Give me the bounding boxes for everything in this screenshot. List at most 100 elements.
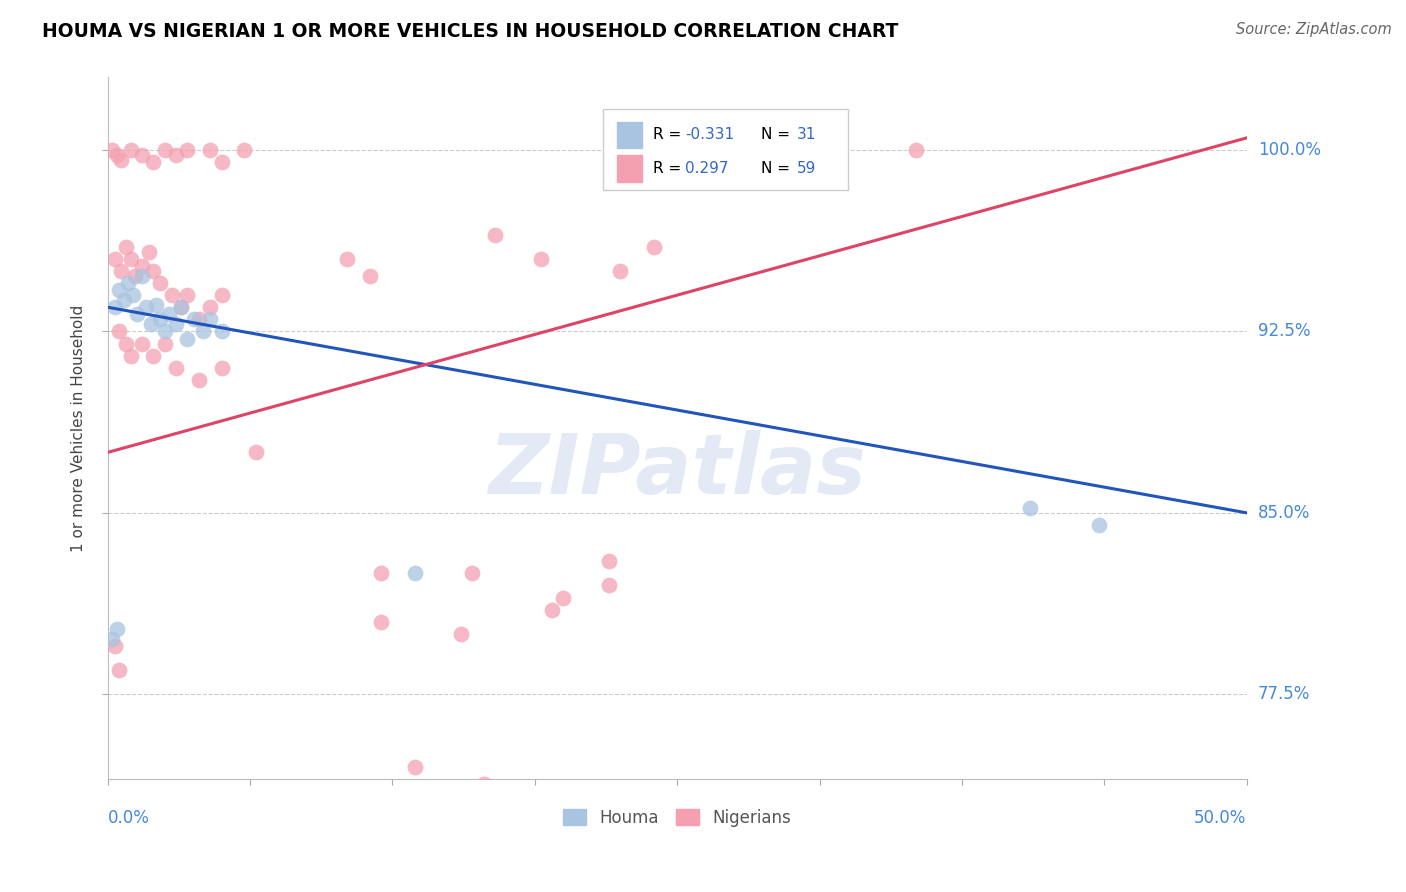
Point	[245, 445, 267, 459]
Point	[165, 317, 187, 331]
Point	[142, 349, 165, 363]
Point	[370, 615, 392, 629]
Point	[160, 288, 183, 302]
Point	[187, 312, 209, 326]
FancyBboxPatch shape	[603, 109, 848, 190]
Point	[404, 566, 426, 581]
Text: 50.0%: 50.0%	[1194, 809, 1247, 828]
Text: 100.0%: 100.0%	[1258, 141, 1320, 159]
Legend: Houma, Nigerians: Houma, Nigerians	[557, 803, 799, 834]
FancyBboxPatch shape	[617, 121, 643, 148]
Text: 31: 31	[797, 128, 815, 143]
Point	[450, 627, 472, 641]
Point	[165, 360, 187, 375]
Point	[101, 143, 124, 157]
Point	[153, 336, 176, 351]
Text: 92.5%: 92.5%	[1258, 322, 1310, 341]
Y-axis label: 1 or more Vehicles in Household: 1 or more Vehicles in Household	[72, 304, 86, 552]
Point	[404, 760, 426, 774]
Point	[108, 663, 131, 677]
Text: -0.331: -0.331	[685, 128, 734, 143]
Point	[1087, 517, 1109, 532]
Point	[120, 252, 142, 266]
Point	[211, 360, 233, 375]
Point	[211, 155, 233, 169]
Text: N =: N =	[762, 128, 796, 143]
Point	[131, 336, 153, 351]
Point	[472, 777, 495, 791]
Point	[336, 252, 359, 266]
Point	[153, 143, 176, 157]
Point	[115, 240, 138, 254]
Text: HOUMA VS NIGERIAN 1 OR MORE VEHICLES IN HOUSEHOLD CORRELATION CHART: HOUMA VS NIGERIAN 1 OR MORE VEHICLES IN …	[42, 22, 898, 41]
Text: N =: N =	[762, 161, 796, 176]
Point	[108, 325, 131, 339]
Point	[110, 153, 132, 167]
Point	[104, 252, 127, 266]
Point	[484, 227, 506, 242]
Point	[183, 312, 205, 326]
Point	[193, 325, 215, 339]
Point	[169, 300, 191, 314]
Point	[104, 639, 127, 653]
FancyBboxPatch shape	[617, 155, 643, 182]
Text: 85.0%: 85.0%	[1258, 504, 1310, 522]
Point	[211, 325, 233, 339]
Point	[598, 578, 620, 592]
Point	[115, 336, 138, 351]
Point	[131, 259, 153, 273]
Text: ZIPatlas: ZIPatlas	[488, 430, 866, 511]
Point	[120, 349, 142, 363]
Point	[105, 622, 128, 636]
Point	[124, 268, 146, 283]
Point	[176, 332, 198, 346]
Point	[121, 288, 143, 302]
Point	[157, 308, 180, 322]
Text: 0.0%: 0.0%	[108, 809, 149, 828]
Point	[149, 276, 172, 290]
Point	[153, 325, 176, 339]
Point	[233, 143, 256, 157]
Point	[142, 155, 165, 169]
Point	[200, 312, 222, 326]
Point	[598, 554, 620, 568]
Point	[127, 308, 149, 322]
Point	[165, 148, 187, 162]
Point	[200, 300, 222, 314]
Text: Source: ZipAtlas.com: Source: ZipAtlas.com	[1236, 22, 1392, 37]
Point	[169, 300, 191, 314]
Point	[609, 264, 631, 278]
Point	[117, 276, 139, 290]
Point	[139, 317, 162, 331]
Point	[176, 143, 198, 157]
Point	[541, 602, 564, 616]
Point	[142, 264, 165, 278]
Point	[120, 143, 142, 157]
Point	[138, 244, 160, 259]
Point	[176, 288, 198, 302]
Text: 0.297: 0.297	[685, 161, 728, 176]
Point	[104, 300, 127, 314]
Point	[370, 566, 392, 581]
Text: R =: R =	[654, 161, 686, 176]
Text: 77.5%: 77.5%	[1258, 685, 1310, 703]
Point	[108, 283, 131, 297]
Point	[529, 252, 551, 266]
Point	[461, 566, 484, 581]
Point	[101, 632, 124, 646]
Point	[200, 143, 222, 157]
Point	[149, 312, 172, 326]
Point	[553, 591, 575, 605]
Point	[145, 298, 167, 312]
Point	[131, 268, 153, 283]
Point	[135, 300, 157, 314]
Point	[1019, 501, 1042, 516]
Text: 59: 59	[797, 161, 815, 176]
Point	[131, 148, 153, 162]
Point	[105, 148, 128, 162]
Point	[112, 293, 135, 307]
Point	[211, 288, 233, 302]
Point	[187, 373, 209, 387]
Point	[359, 268, 381, 283]
Point	[905, 143, 928, 157]
